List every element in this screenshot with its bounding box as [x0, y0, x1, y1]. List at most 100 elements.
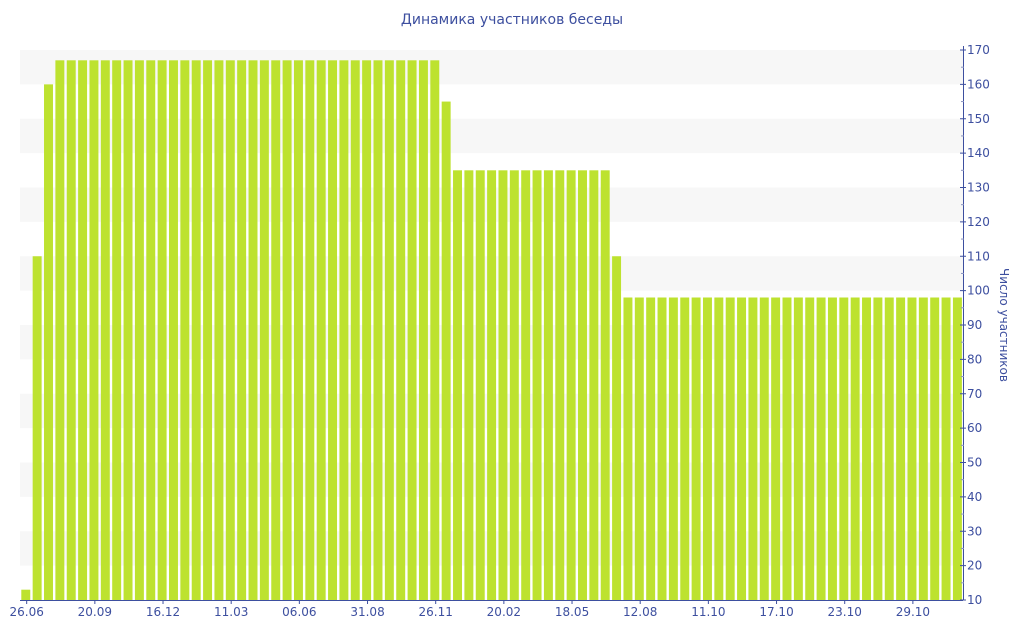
x-tick-label: 23.10 — [828, 605, 862, 619]
bar — [578, 170, 587, 600]
bar — [543, 170, 553, 600]
bar — [600, 170, 610, 600]
x-tick-label: 18.05 — [555, 605, 589, 619]
y-tick-label: 110 — [967, 249, 990, 263]
bar — [203, 60, 213, 600]
x-tick-label: 12.08 — [623, 605, 657, 619]
bar — [418, 60, 428, 600]
x-tick-label: 20.09 — [78, 605, 112, 619]
bar — [487, 170, 497, 600]
bar — [146, 60, 156, 600]
y-tick-label: 60 — [967, 421, 982, 435]
y-tick-label: 40 — [967, 490, 982, 504]
bar — [430, 60, 440, 600]
y-tick-label: 100 — [967, 284, 990, 298]
bar — [225, 60, 235, 600]
bar — [407, 60, 417, 600]
bar — [384, 60, 394, 600]
bar — [748, 297, 758, 600]
bar — [612, 256, 622, 600]
bar — [884, 297, 894, 600]
bar — [793, 297, 803, 600]
x-tick-label: 16.12 — [146, 605, 180, 619]
bar — [362, 60, 372, 600]
y-tick-label: 20 — [967, 559, 982, 573]
bar — [214, 60, 224, 600]
x-tick-label: 11.03 — [214, 605, 248, 619]
bar — [532, 170, 542, 600]
bar — [373, 60, 383, 600]
y-axis-label: Число участников — [997, 268, 1011, 382]
bar — [168, 60, 178, 600]
bar — [55, 60, 65, 600]
y-tick-label: 80 — [967, 352, 982, 366]
bar — [339, 60, 349, 600]
bar — [509, 170, 519, 600]
y-tick-label: 170 — [967, 43, 990, 57]
bar — [566, 170, 576, 600]
bar — [293, 60, 303, 600]
bar — [589, 170, 599, 600]
y-tick-label: 70 — [967, 387, 982, 401]
bar — [32, 256, 42, 600]
bar — [123, 60, 133, 600]
x-tick-label: 20.02 — [487, 605, 521, 619]
bar — [157, 60, 167, 600]
bar — [453, 170, 462, 600]
bar — [782, 297, 792, 600]
bar — [691, 297, 701, 600]
bar — [180, 60, 190, 600]
bar — [646, 297, 656, 600]
y-tick-label: 160 — [967, 77, 990, 91]
bar — [623, 297, 633, 600]
bar — [521, 170, 531, 600]
bar — [805, 297, 815, 600]
bar — [896, 297, 906, 600]
bar — [282, 60, 292, 600]
y-tick-label: 50 — [967, 456, 982, 470]
x-tick-label: 17.10 — [759, 605, 793, 619]
bar — [657, 297, 667, 600]
x-tick-label: 29.10 — [896, 605, 930, 619]
bar — [316, 60, 326, 600]
bar — [839, 297, 849, 600]
bar — [702, 297, 712, 600]
bar — [725, 297, 735, 600]
y-tick-label: 90 — [967, 318, 982, 332]
bar — [668, 297, 678, 600]
x-tick-label: 31.08 — [350, 605, 384, 619]
x-tick-label: 26.11 — [419, 605, 453, 619]
bar — [191, 60, 201, 600]
bar — [907, 297, 917, 600]
x-tick-label: 26.06 — [10, 605, 44, 619]
y-tick-label: 30 — [967, 524, 982, 538]
chart-title: Динамика участников беседы — [400, 12, 624, 28]
bar — [918, 297, 928, 600]
bar — [134, 60, 144, 600]
bar — [498, 170, 508, 600]
bar — [271, 60, 281, 600]
bar — [555, 170, 565, 600]
bar — [100, 60, 110, 600]
y-tick-label: 130 — [967, 181, 990, 195]
bar — [78, 60, 88, 600]
bar — [850, 297, 860, 600]
bar — [941, 297, 951, 600]
bar — [21, 589, 31, 600]
bar — [464, 170, 474, 600]
y-tick-label: 120 — [967, 215, 990, 229]
bar — [862, 297, 872, 600]
bar — [737, 297, 747, 600]
bar — [237, 60, 247, 600]
bar — [248, 60, 258, 600]
y-tick-label: 140 — [967, 146, 990, 160]
bar — [759, 297, 769, 600]
bar — [259, 60, 269, 600]
bar — [441, 101, 451, 600]
x-tick-label: 11.10 — [691, 605, 725, 619]
bar — [930, 297, 940, 600]
bar — [714, 297, 724, 600]
x-tick-label: 06.06 — [282, 605, 316, 619]
y-tick-label: 150 — [967, 112, 990, 126]
